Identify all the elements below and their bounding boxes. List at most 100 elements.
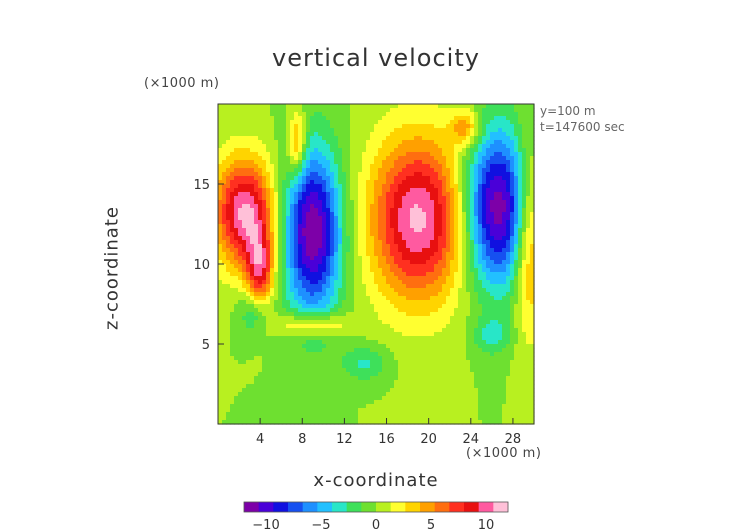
- heatmap-cell: [402, 412, 407, 417]
- heatmap-cell: [298, 372, 303, 377]
- heatmap-cell: [378, 104, 383, 109]
- heatmap-cell: [294, 232, 299, 237]
- heatmap-cell: [462, 244, 467, 249]
- heatmap-cell: [254, 328, 259, 333]
- heatmap-cell: [438, 188, 443, 193]
- heatmap-cell: [366, 244, 371, 249]
- heatmap-cell: [446, 420, 451, 425]
- heatmap-cell: [458, 124, 463, 129]
- heatmap-cell: [450, 392, 455, 397]
- heatmap-cell: [286, 124, 291, 129]
- heatmap-cell: [338, 272, 343, 277]
- heatmap-cell: [278, 388, 283, 393]
- heatmap-cell: [346, 164, 351, 169]
- heatmap-cell: [230, 224, 235, 229]
- heatmap-cell: [446, 224, 451, 229]
- heatmap-cell: [290, 248, 295, 253]
- heatmap-cell: [450, 272, 455, 277]
- heatmap-cell: [238, 400, 243, 405]
- heatmap-cell: [438, 148, 443, 153]
- heatmap-cell: [218, 148, 223, 153]
- heatmap-cell: [250, 180, 255, 185]
- heatmap-cell: [258, 336, 263, 341]
- heatmap-cell: [398, 136, 403, 141]
- heatmap-cell: [426, 104, 431, 109]
- heatmap-cell: [422, 420, 427, 425]
- heatmap-cell: [406, 364, 411, 369]
- heatmap-cell: [298, 180, 303, 185]
- heatmap-cell: [306, 332, 311, 337]
- heatmap-cell: [226, 152, 231, 157]
- heatmap-cell: [414, 132, 419, 137]
- heatmap-cell: [310, 184, 315, 189]
- heatmap-cell: [454, 160, 459, 165]
- heatmap-cell: [354, 212, 359, 217]
- heatmap-cell: [454, 352, 459, 357]
- heatmap-cell: [294, 168, 299, 173]
- heatmap-cell: [434, 368, 439, 373]
- heatmap-cell: [406, 204, 411, 209]
- heatmap-cell: [330, 172, 335, 177]
- heatmap-cell: [242, 240, 247, 245]
- heatmap-cell: [410, 176, 415, 181]
- heatmap-cell: [330, 212, 335, 217]
- heatmap-cell: [350, 208, 355, 213]
- heatmap-cell: [438, 364, 443, 369]
- heatmap-cell: [426, 208, 431, 213]
- heatmap-cell: [314, 252, 319, 257]
- heatmap-cell: [466, 208, 471, 213]
- heatmap-cell: [414, 204, 419, 209]
- heatmap-cell: [314, 224, 319, 229]
- heatmap-cell: [342, 276, 347, 281]
- heatmap-cell: [258, 296, 263, 301]
- heatmap-cell: [266, 180, 271, 185]
- heatmap-cell: [418, 336, 423, 341]
- heatmap-cell: [278, 160, 283, 165]
- heatmap-cell: [286, 148, 291, 153]
- heatmap-cell: [370, 344, 375, 349]
- heatmap-cell: [278, 192, 283, 197]
- heatmap-cell: [294, 140, 299, 145]
- heatmap-cell: [374, 296, 379, 301]
- heatmap-cell: [430, 352, 435, 357]
- heatmap-cell: [422, 288, 427, 293]
- heatmap-cell: [274, 152, 279, 157]
- heatmap-cell: [346, 240, 351, 245]
- heatmap-cell: [306, 412, 311, 417]
- heatmap-cell: [326, 216, 331, 221]
- heatmap-cell: [426, 164, 431, 169]
- heatmap-cell: [370, 156, 375, 161]
- heatmap-cell: [398, 384, 403, 389]
- heatmap-cell: [338, 116, 343, 121]
- heatmap-cell: [426, 120, 431, 125]
- heatmap-cell: [442, 356, 447, 361]
- heatmap-cell: [286, 112, 291, 117]
- heatmap-cell: [350, 232, 355, 237]
- heatmap-cell: [358, 420, 363, 425]
- heatmap-cell: [438, 392, 443, 397]
- heatmap-cell: [334, 404, 339, 409]
- heatmap-cell: [266, 196, 271, 201]
- heatmap-cell: [378, 256, 383, 261]
- heatmap-cell: [294, 268, 299, 273]
- heatmap-cell: [354, 236, 359, 241]
- heatmap-cell: [378, 176, 383, 181]
- heatmap-cell: [274, 380, 279, 385]
- heatmap-cell: [342, 232, 347, 237]
- heatmap-cell: [422, 264, 427, 269]
- heatmap-cell: [446, 388, 451, 393]
- heatmap-cell: [442, 312, 447, 317]
- heatmap-cell: [266, 252, 271, 257]
- heatmap-cell: [362, 224, 367, 229]
- heatmap-cell: [262, 300, 267, 305]
- heatmap-cell: [254, 404, 259, 409]
- heatmap-cell: [270, 404, 275, 409]
- heatmap-cell: [398, 192, 403, 197]
- heatmap-cell: [434, 332, 439, 337]
- heatmap-cell: [222, 200, 227, 205]
- heatmap-cell: [406, 348, 411, 353]
- heatmap-cell: [354, 372, 359, 377]
- heatmap-cell: [402, 108, 407, 113]
- heatmap-cell: [370, 312, 375, 317]
- heatmap-cell: [354, 328, 359, 333]
